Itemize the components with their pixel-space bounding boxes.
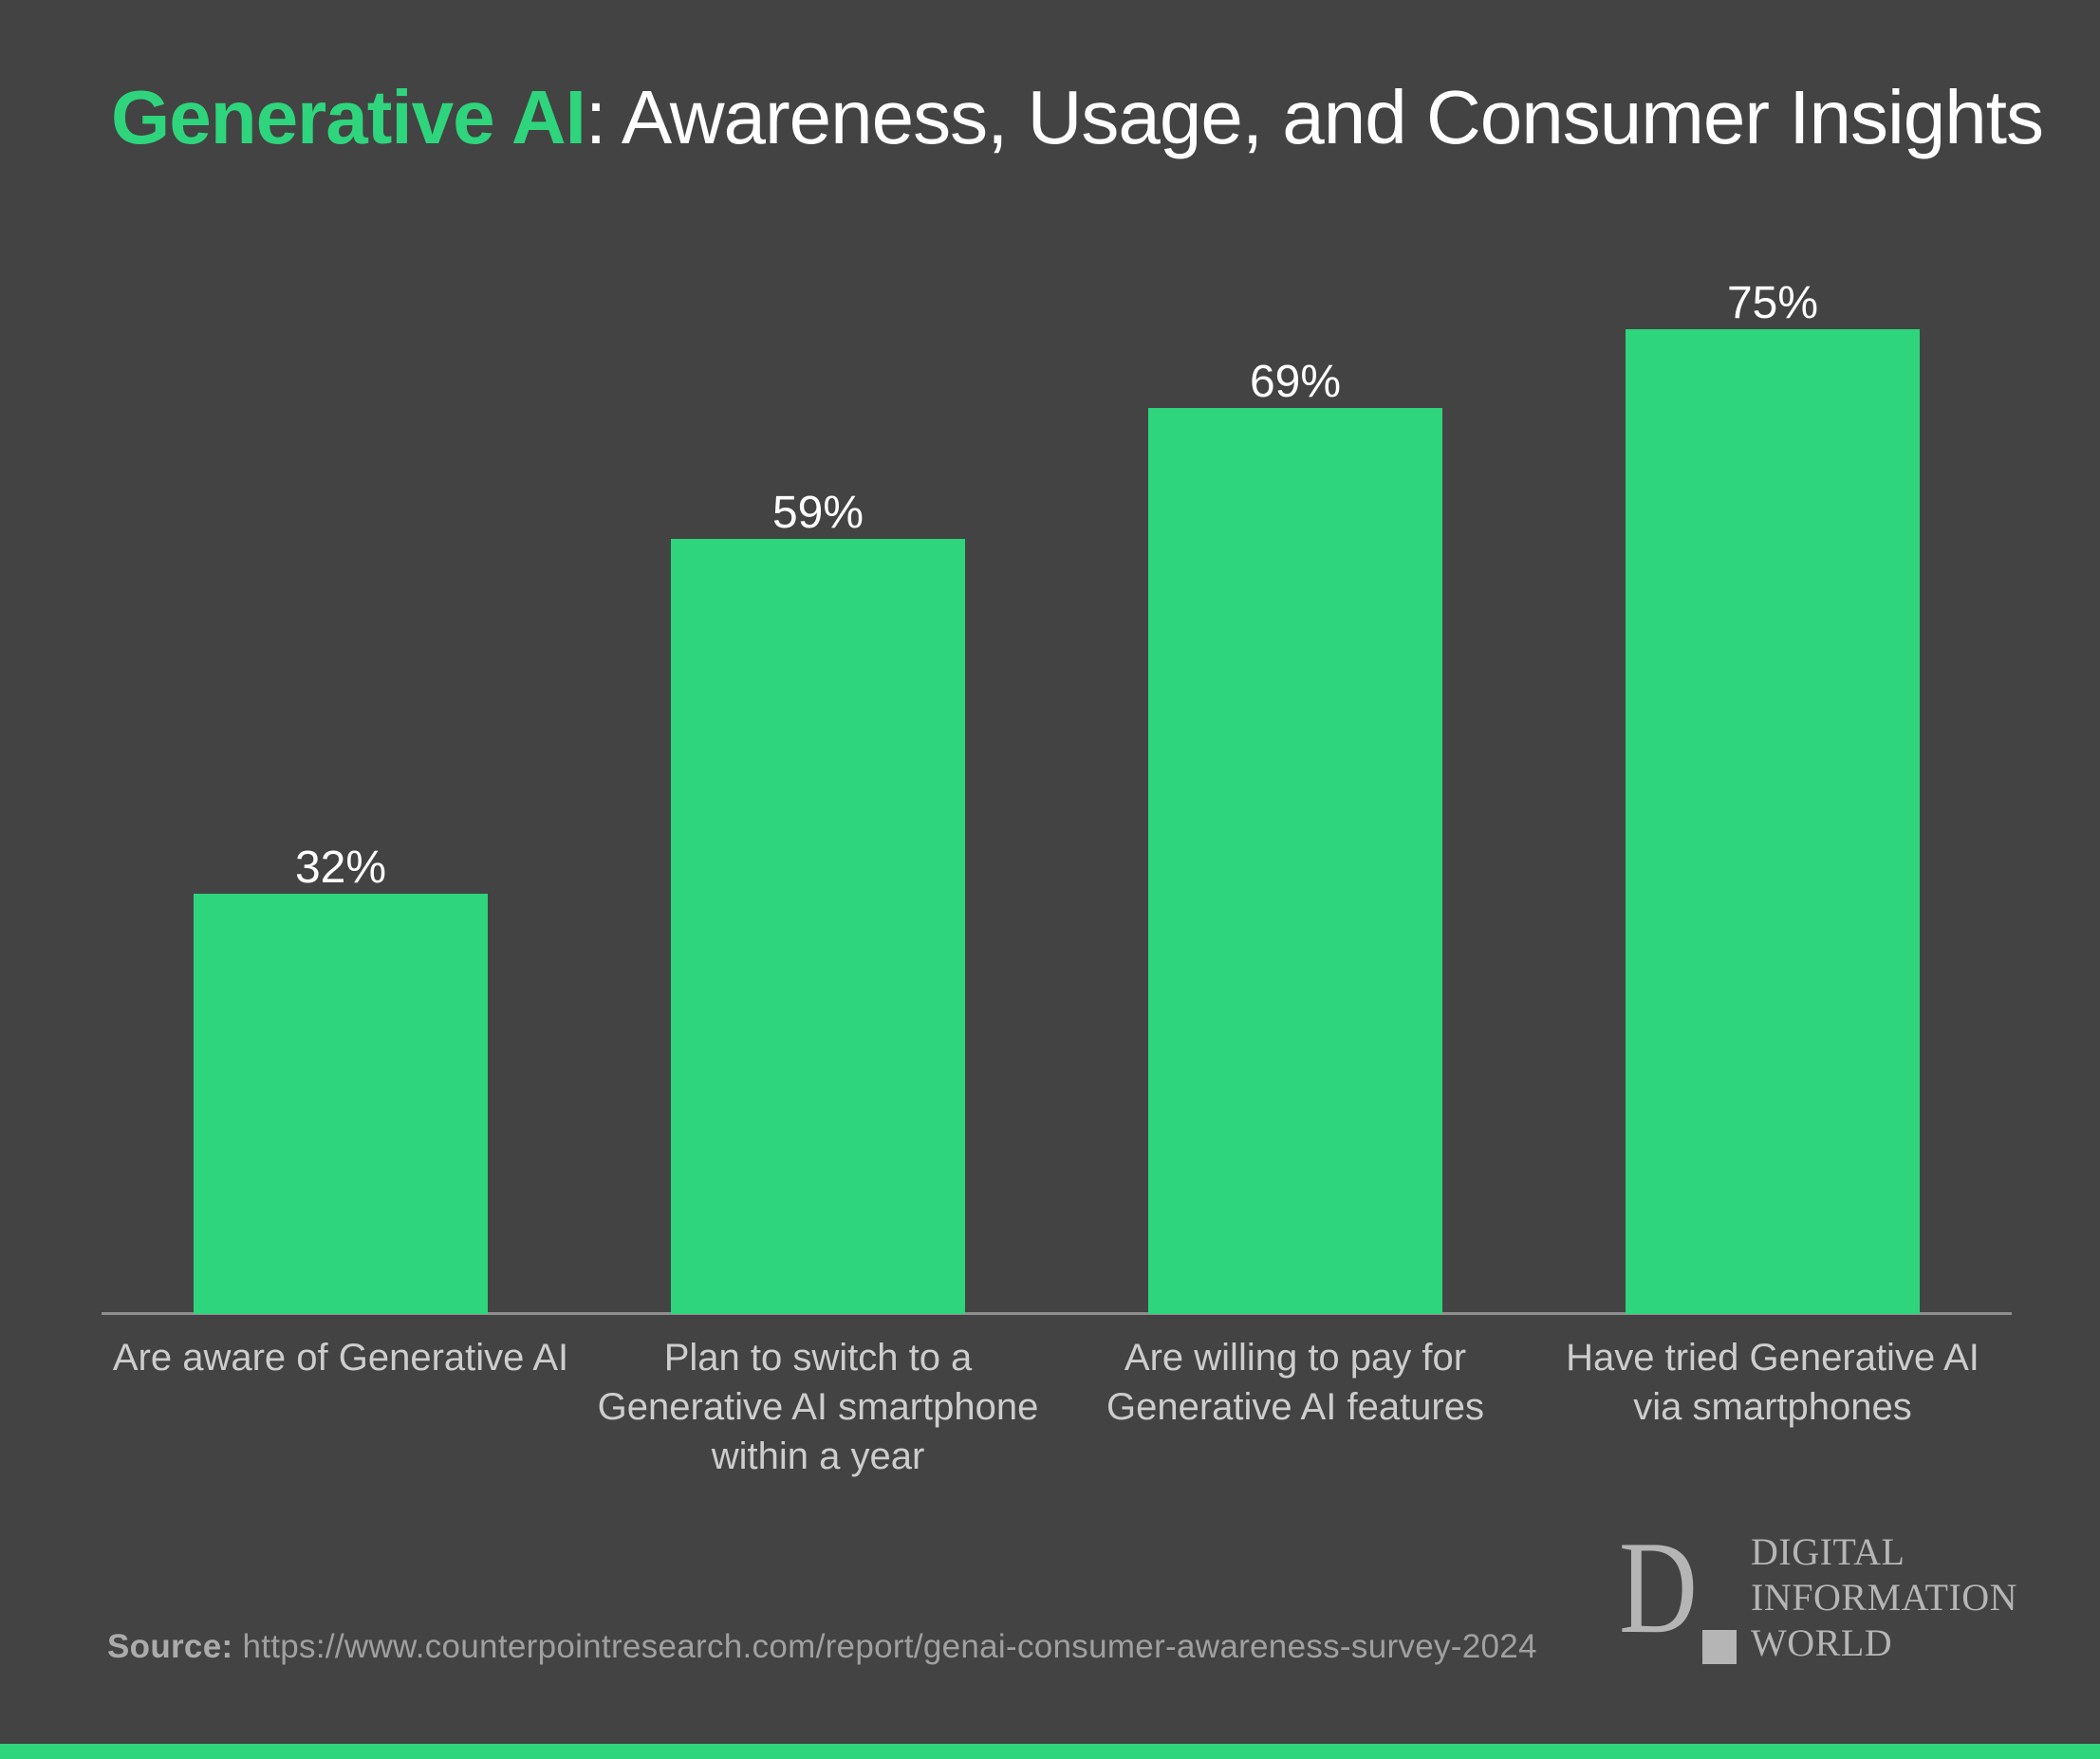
logo-square-icon (1702, 1630, 1737, 1664)
bar (194, 894, 488, 1314)
bar-value-label: 32% (294, 842, 387, 893)
bar-value-label: 75% (1726, 277, 1819, 328)
bar-category-label: Are willing to pay for Generative AI fea… (1106, 1337, 1484, 1428)
source-url: https://www.counterpointresearch.com/rep… (242, 1628, 1537, 1665)
bottom-accent-strip (0, 1744, 2100, 1759)
digital-information-world-logo: D DIGITAL INFORMATION WORLD (1613, 1518, 2069, 1689)
bar-category-label: Are aware of Generative AI (112, 1337, 569, 1379)
chart-title: Generative AI: Awareness, Usage, and Con… (111, 74, 2044, 161)
bar-value-label: 69% (1249, 356, 1342, 407)
source-line: Source: https://www.counterpointresearch… (107, 1628, 1537, 1666)
x-axis-line (102, 1312, 2012, 1315)
bar-value-label: 59% (771, 487, 864, 538)
source-label: Source: (107, 1628, 233, 1665)
bar (1626, 329, 1920, 1314)
logo-wordmark: DIGITAL INFORMATION WORLD (1751, 1530, 2018, 1664)
bar-category-label: Plan to switch to a Generative AI smartp… (597, 1337, 1039, 1477)
bar (1148, 408, 1442, 1314)
title-rest: : Awareness, Usage, and Consumer Insight… (585, 75, 2044, 159)
bar (671, 539, 965, 1314)
title-highlight: Generative AI (111, 75, 586, 159)
logo-d-monogram: D (1619, 1514, 1698, 1661)
bar-category-label: Have tried Generative AI via smartphones (1566, 1337, 1979, 1428)
